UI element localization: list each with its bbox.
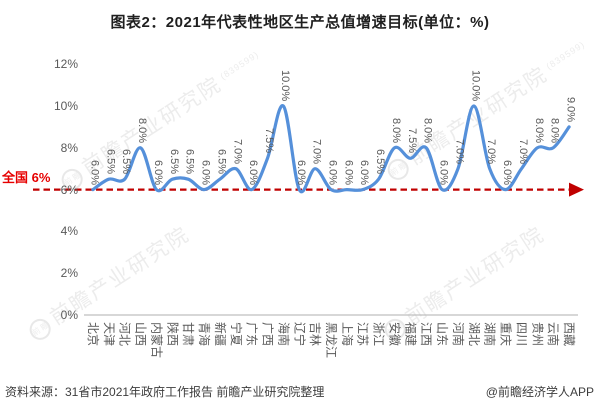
x-tick-label: 山东 (435, 322, 450, 347)
x-tick-label: 黑龙江 (324, 322, 338, 359)
data-label: 7.0% (310, 138, 323, 164)
data-label: 6.5% (104, 149, 117, 175)
data-label: 10.0% (469, 69, 482, 101)
y-tick-label: 10% (53, 99, 78, 113)
data-label: 7.0% (516, 138, 529, 164)
data-label: 8.0% (136, 117, 149, 143)
source-note: 资料来源：31省市2021年政府工作报告 前瞻产业研究院整理 (5, 385, 325, 399)
x-tick-label: 湖北 (466, 322, 481, 347)
y-tick-label: 12% (53, 57, 78, 72)
data-label: 6.0% (501, 159, 514, 185)
y-tick-label: 2% (60, 266, 78, 281)
data-label: 6.5% (120, 149, 133, 175)
data-label: 6.0% (151, 159, 164, 185)
x-tick-label: 河南 (450, 322, 465, 347)
x-tick-label: 山西 (133, 322, 148, 347)
data-label: 6.5% (215, 149, 228, 175)
data-label: 6.0% (437, 159, 450, 185)
y-tick-label: 8% (60, 140, 78, 155)
data-label: 6.0% (88, 159, 101, 185)
data-label: 6.5% (167, 149, 180, 175)
x-tick-label: 湖南 (482, 322, 497, 347)
y-tick-label: 6% (60, 182, 78, 197)
x-tick-label: 河北 (117, 322, 132, 347)
x-tick-label: 四川 (514, 322, 529, 347)
data-label: 8.0% (389, 117, 402, 143)
x-tick-label: 新疆 (212, 322, 227, 347)
data-label: 6.0% (199, 159, 212, 185)
data-label: 7.0% (485, 138, 498, 164)
x-tick-label: 内蒙古 (149, 322, 164, 359)
data-label: 8.0% (548, 117, 561, 143)
data-label: 8.0% (532, 117, 545, 143)
credit-note: @前瞻经济学人APP (485, 385, 594, 399)
growth-target-line-series (91, 104, 571, 194)
x-tick-label: 陕西 (165, 322, 180, 347)
data-label: 6.5% (374, 149, 387, 175)
x-tick-label: 海南 (276, 322, 291, 347)
x-tick-label: 宁夏 (228, 322, 243, 347)
data-label: 6.5% (183, 149, 196, 175)
x-tick-label: 江苏 (355, 322, 370, 347)
x-tick-label: 甘肃 (181, 322, 196, 347)
data-label: 7.5% (405, 128, 418, 154)
data-label: 6.0% (342, 159, 355, 185)
data-label: 6.0% (326, 159, 339, 185)
national-target-label: 全国 6% (2, 170, 51, 185)
data-label: 6.0% (294, 159, 307, 185)
data-label: 9.0% (564, 96, 577, 122)
reference-line-arrow-icon (569, 182, 584, 197)
chart-title: 图表2：2021年代表性地区生产总值增速目标(单位：%) (110, 14, 490, 31)
data-label: 8.0% (421, 117, 434, 143)
x-tick-label: 辽宁 (292, 322, 307, 347)
x-tick-label: 北京 (85, 322, 100, 347)
x-tick-label: 云南 (546, 322, 561, 347)
x-tick-label: 吉林 (308, 322, 323, 347)
data-label: 7.0% (453, 138, 466, 164)
x-tick-label: 西藏 (562, 322, 577, 347)
x-tick-label: 江西 (419, 322, 434, 347)
x-tick-label: 浙江 (371, 322, 386, 347)
x-tick-label: 青海 (197, 322, 212, 347)
x-tick-label: 上海 (339, 322, 354, 347)
x-tick-label: 贵州 (530, 322, 545, 347)
data-label: 7.0% (231, 138, 244, 164)
y-tick-label: 4% (60, 224, 78, 239)
y-tick-label: 0% (60, 308, 78, 322)
data-label: 7.5% (263, 128, 276, 154)
data-label: 6.0% (358, 159, 371, 185)
x-tick-label: 安徽 (387, 322, 402, 347)
x-tick-label: 天津 (101, 322, 116, 347)
x-tick-label: 广西 (260, 322, 275, 347)
x-tick-label: 重庆 (498, 322, 513, 347)
x-tick-label: 福建 (403, 322, 418, 347)
data-label: 10.0% (278, 69, 291, 101)
x-tick-label: 广东 (244, 322, 259, 347)
data-label: 6.0% (247, 159, 260, 185)
